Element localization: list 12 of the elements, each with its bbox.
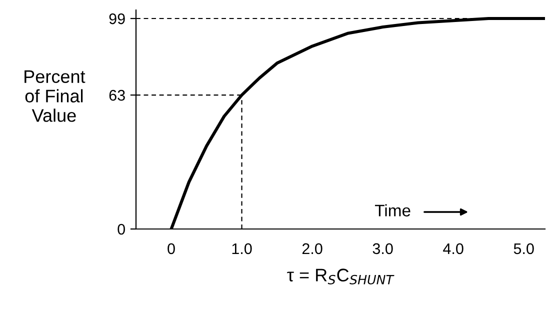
y-tick-label: 99 — [109, 13, 125, 24]
y-axis-title: Percent of Final Value — [24, 70, 86, 122]
x-tick-label: 0 — [168, 243, 175, 254]
x-tick-label: 3.0 — [372, 243, 393, 254]
x-tick-label: 4.0 — [443, 243, 464, 254]
x-tick-label: 1.0 — [232, 243, 252, 254]
y-tick-label: 63 — [109, 90, 125, 101]
y-tick-label: 0 — [118, 224, 125, 235]
x-axis-title: τ = R$_{S}$C$_{SHUNT}$ — [287, 268, 394, 284]
x-tick-label: 5.0 — [514, 243, 534, 254]
annotation: Time — [374, 204, 410, 216]
x-tick-label: 2.0 — [302, 243, 322, 254]
